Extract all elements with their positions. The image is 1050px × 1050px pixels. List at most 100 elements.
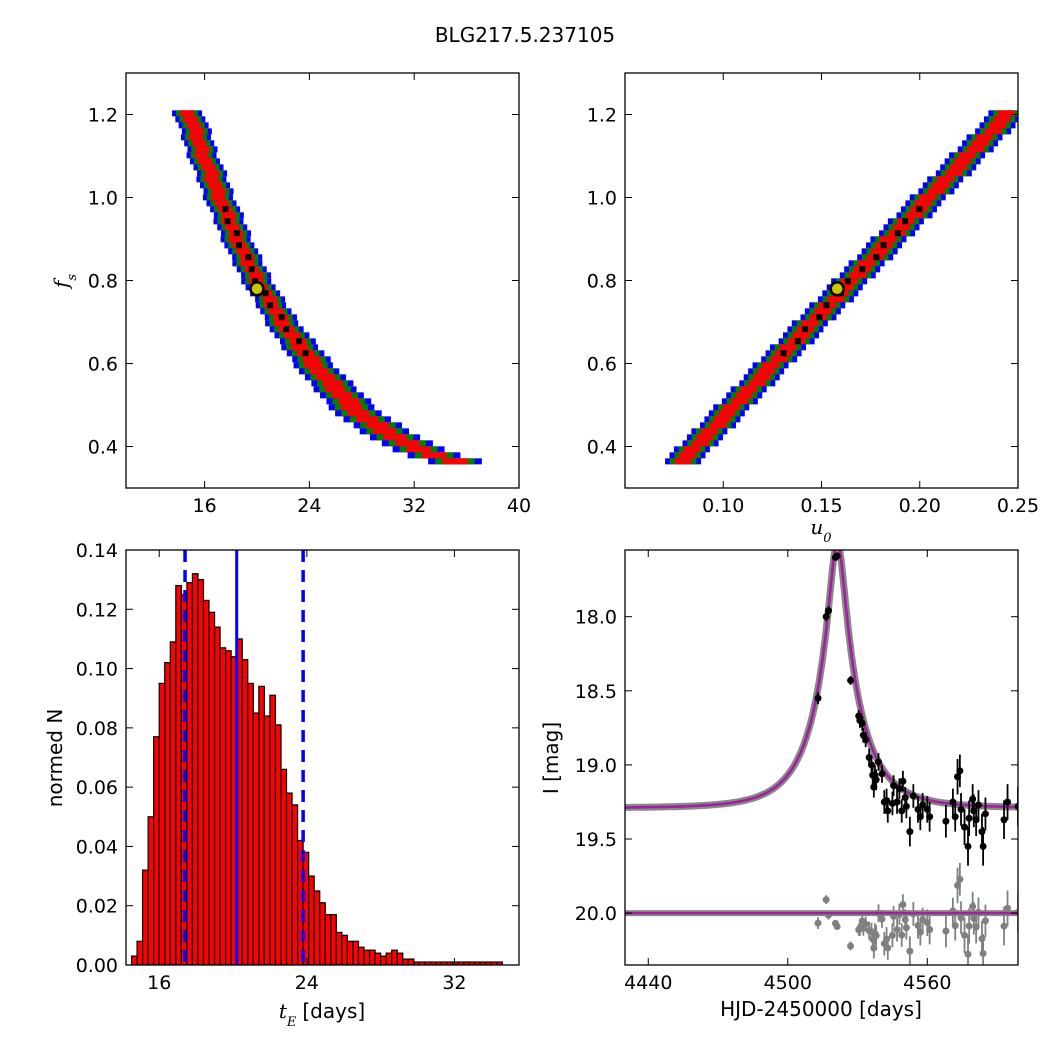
p1-black-cell (902, 218, 909, 225)
p0-red-band-cell (322, 380, 343, 387)
p3-ytick-label: 19.5 (575, 829, 617, 851)
p3-xlabel: HJD-2450000 [days] (720, 997, 922, 1021)
p0-black-cell (233, 230, 240, 237)
p2-hist-bar (208, 611, 216, 965)
p2-hist-bar (308, 875, 315, 965)
p1-red-band-cell (770, 356, 788, 363)
p2-hist-bar (385, 952, 393, 965)
p1-red-band-cell (674, 458, 692, 465)
p1-black-cell (780, 350, 787, 357)
p3-frame (624, 549, 1019, 966)
p1-black-cell (916, 206, 923, 213)
p0-ylabel: fs (49, 274, 80, 290)
p1-red-band-cell (683, 446, 701, 453)
p1-red-band-cell (936, 176, 954, 183)
p2-hist-bar (346, 940, 354, 965)
p0-red-band-cell (304, 362, 323, 369)
p0-plot-area (172, 110, 482, 465)
p0-black-cell (235, 242, 242, 249)
panel-fs-vs-u0: 0.10 0.15 0.20 0.25 0.4 0.6 0.8 1.0 1.2 (587, 72, 1039, 517)
p2-ytick-label: 0.12 (76, 599, 118, 621)
p1-red-band-cell (976, 134, 993, 141)
p2-hist-bar (164, 662, 171, 965)
p3-data-point (833, 552, 841, 560)
p3-data-point (956, 767, 964, 775)
p2-hist-bar (324, 914, 332, 965)
p1-ytick-label: 1.0 (587, 188, 617, 210)
p0-red-band-cell (201, 164, 216, 171)
p3-residual-point (942, 927, 950, 935)
p3-ytick-label: 18.5 (575, 681, 617, 703)
p1-red-band-cell (827, 296, 845, 303)
p2-hist-bar (352, 940, 360, 965)
p2-hist-bar (402, 958, 409, 965)
p3-data-point (884, 807, 892, 815)
p1-ytick-label: 0.4 (587, 437, 617, 459)
p3-residual-point (965, 922, 973, 930)
p0-black-cell (283, 326, 290, 333)
p1-red-band-cell (871, 248, 889, 255)
p2-hist-bar (136, 940, 144, 965)
p2-hist-bar (335, 931, 343, 965)
p3-residual-point (1004, 904, 1012, 912)
p1-red-band-cell (954, 158, 972, 165)
p0-black-cell (296, 338, 303, 345)
p1-xlabel: u0 (810, 515, 831, 546)
p2-hist-bar (142, 869, 149, 965)
p2-ytick-label: 0.06 (76, 777, 118, 799)
p3-data-point (847, 676, 855, 684)
p2-hist-bar (313, 890, 321, 965)
p0-red-band-cell (221, 212, 236, 219)
p0-red-band-cell (372, 428, 396, 435)
p2-hist-bar (280, 768, 288, 965)
p2-hist-bar (407, 958, 415, 965)
p2-hist-bar (368, 949, 376, 965)
p2-ytick-label: 0.04 (76, 836, 118, 858)
p3-plot-area (625, 550, 1018, 965)
p1-xtick-label: 0.15 (800, 495, 842, 517)
p3-data-point (874, 758, 882, 766)
p2-hist-bar (319, 902, 326, 965)
p1-red-band-cell (958, 152, 976, 159)
p3-residual-point (870, 944, 878, 952)
p2-ytick-label: 0.14 (76, 540, 118, 562)
panel-tE-histogram: 16 24 32 0.00 0.02 0.04 0.06 0.08 0.10 0.12 0.14 (76, 540, 520, 994)
p1-xtick-label: 0.25 (997, 495, 1039, 517)
p2-hist-bar (175, 584, 182, 965)
p1-red-band-cell (993, 116, 1011, 123)
p3-data-point (919, 801, 927, 809)
p3-residual-point (898, 931, 906, 939)
p0-black-cell (222, 206, 229, 213)
p3-data-point (824, 607, 832, 615)
p1-red-band-cell (753, 374, 771, 381)
p0-red-band-cell (249, 272, 264, 279)
p0-ytick-label: 0.8 (88, 271, 118, 293)
p3-residual-point (969, 903, 977, 911)
p2-ylabel: normed N (43, 709, 67, 808)
p3-residual-point (957, 914, 965, 922)
p0-red-band-cell (366, 422, 390, 429)
p3-data-point (909, 792, 917, 800)
p3-residual-point (961, 931, 969, 939)
p0-red-band-cell (309, 368, 329, 375)
p2-hist-bar (225, 650, 232, 965)
p1-red-band-cell (779, 344, 797, 351)
p0-red-band-cell (189, 128, 204, 135)
p1-xtick-label: 0.20 (899, 495, 941, 517)
p0-red-band-cell (207, 182, 222, 189)
p2-hist-bar (396, 952, 404, 965)
p3-residual-point (862, 920, 870, 928)
p0-red-band-cell (194, 152, 209, 159)
p1-ytick-label: 1.2 (587, 105, 617, 127)
p0-xtick-label: 32 (402, 495, 426, 517)
p1-black-cell (816, 314, 823, 321)
p1-red-band-cell (945, 170, 963, 177)
p3-residual-point (847, 942, 855, 950)
p0-red-band-cell (395, 440, 420, 447)
p2-hist-bar (158, 682, 166, 965)
p3-data-point (969, 795, 977, 803)
p3-data-point (867, 761, 875, 769)
p0-red-band-cell (325, 386, 346, 393)
p2-hist-bar (263, 715, 271, 965)
